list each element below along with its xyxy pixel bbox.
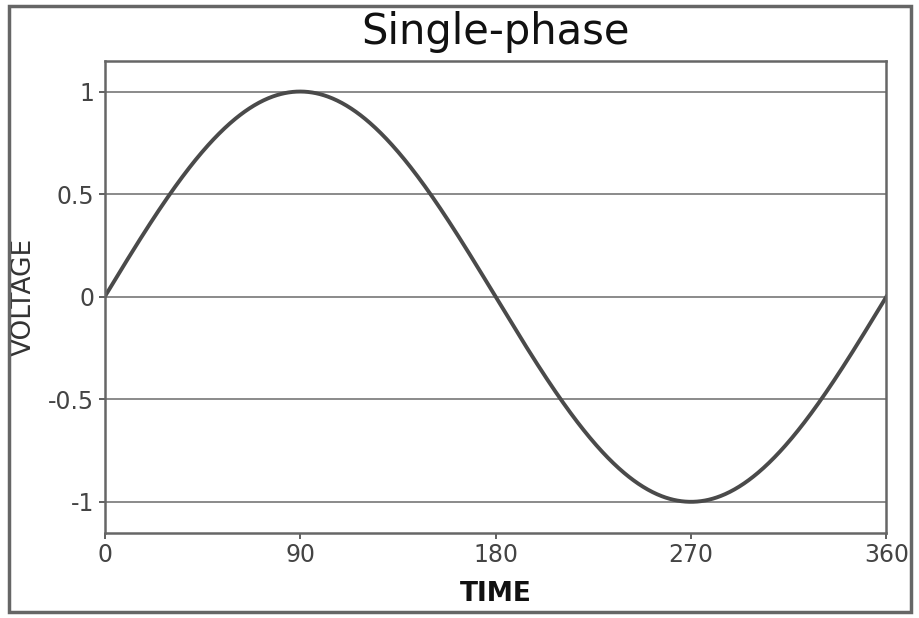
Y-axis label: VOLTAGE: VOLTAGE	[11, 237, 37, 356]
X-axis label: TIME: TIME	[460, 581, 531, 607]
Title: Single-phase: Single-phase	[361, 11, 630, 53]
